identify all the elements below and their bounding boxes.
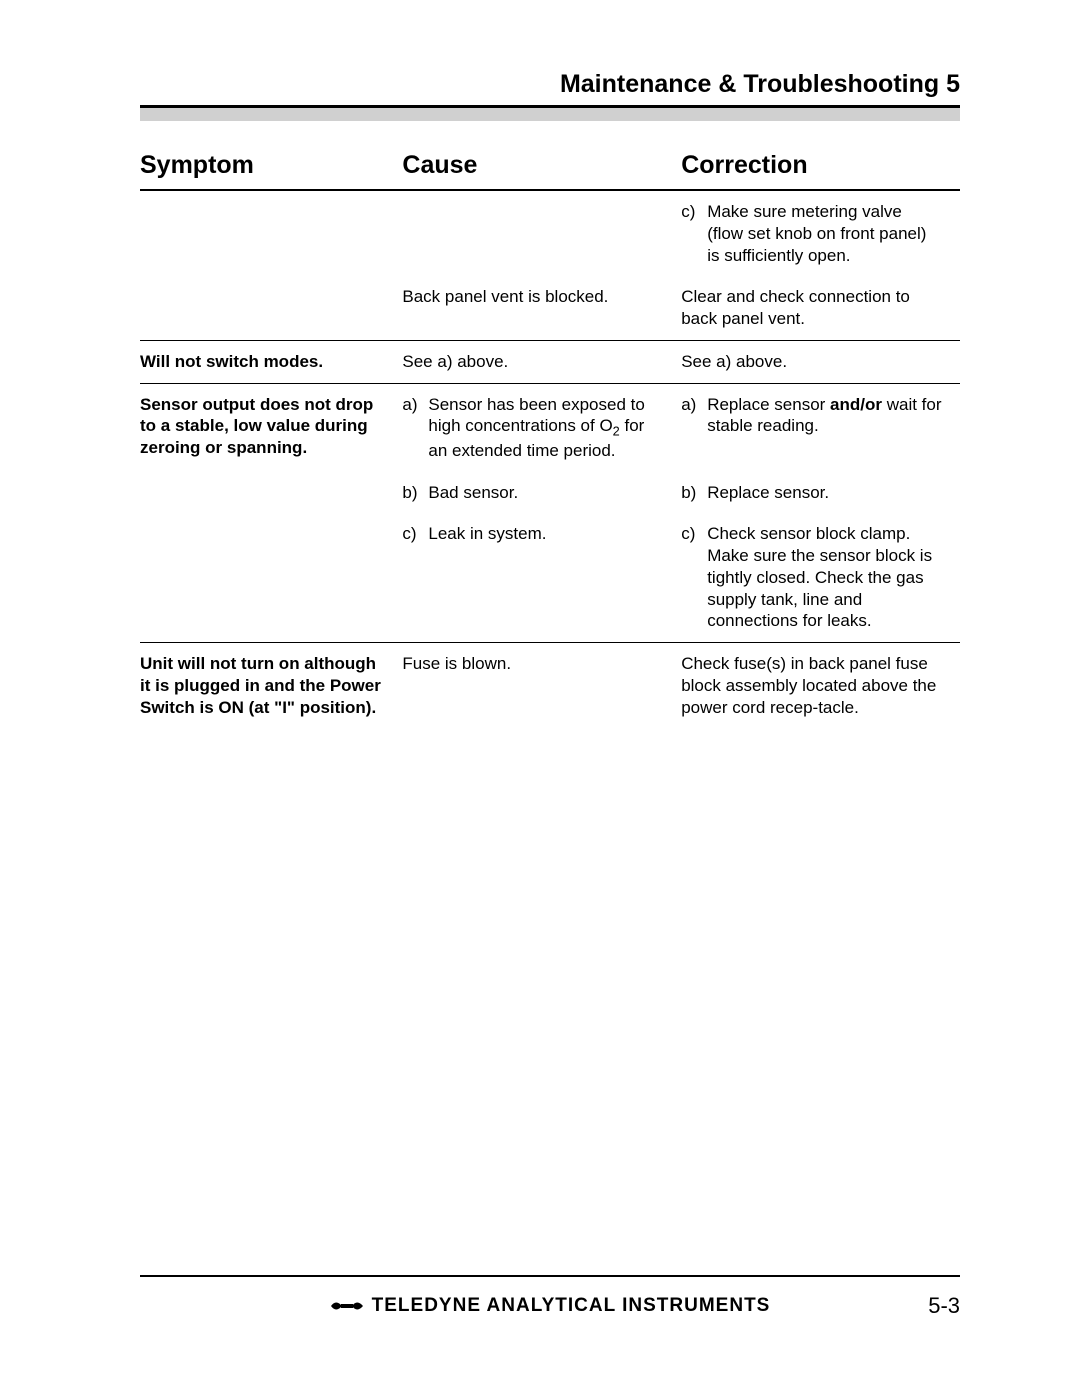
col-header-cause: Cause — [402, 149, 681, 190]
list-text: Bad sensor. — [428, 482, 663, 504]
footer-rule — [140, 1275, 960, 1277]
list-label: c) — [681, 523, 707, 632]
list-item: c) Leak in system. — [402, 523, 663, 545]
symptom-cell: Sensor output does not drop to a stable,… — [140, 383, 402, 472]
page-number: 5-3 — [928, 1293, 960, 1319]
chapter-title-rule — [140, 105, 960, 121]
list-item: c) Check sensor block clamp. Make sure t… — [681, 523, 942, 632]
table-row: Unit will not turn on although it is plu… — [140, 643, 960, 729]
list-item: b) Replace sensor. — [681, 482, 942, 504]
table-row: c) Leak in system. c) Check sensor block… — [140, 513, 960, 642]
brand-text: TELEDYNE ANALYTICAL INSTRUMENTS — [372, 1295, 771, 1317]
table-row: c) Make sure metering valve (flow set kn… — [140, 190, 960, 276]
list-label: a) — [402, 394, 428, 462]
list-text: Leak in system. — [428, 523, 663, 545]
symptom-cell: Will not switch modes. — [140, 340, 402, 383]
list-text: Replace sensor. — [707, 482, 942, 504]
chapter-title: Maintenance & Troubleshooting 5 — [140, 70, 960, 99]
list-text: Sensor has been exposed to high concentr… — [428, 394, 663, 462]
table-row: Back panel vent is blocked. Clear and ch… — [140, 276, 960, 340]
list-label: c) — [402, 523, 428, 545]
table-header-row: Symptom Cause Correction — [140, 149, 960, 190]
table-row: Sensor output does not drop to a stable,… — [140, 383, 960, 472]
page-footer: TELEDYNE ANALYTICAL INSTRUMENTS 5-3 — [140, 1295, 960, 1317]
teledyne-logo-icon — [330, 1298, 364, 1314]
list-text: Make sure metering valve (flow set knob … — [707, 201, 942, 266]
brand-label: TELEDYNE ANALYTICAL INSTRUMENTS — [330, 1295, 771, 1317]
correction-cell: See a) above. — [681, 340, 960, 383]
col-header-correction: Correction — [681, 149, 960, 190]
list-item: c) Make sure metering valve (flow set kn… — [681, 201, 942, 266]
list-label: b) — [681, 482, 707, 504]
cause-cell: See a) above. — [402, 340, 681, 383]
troubleshooting-table: Symptom Cause Correction c) Make sure me… — [140, 149, 960, 728]
symptom-cell: Unit will not turn on although it is plu… — [140, 643, 402, 729]
correction-cell: Check fuse(s) in back panel fuse block a… — [681, 643, 960, 729]
cause-cell: Fuse is blown. — [402, 643, 681, 729]
correction-cell: Clear and check connection to back panel… — [681, 276, 960, 340]
list-item: a) Sensor has been exposed to high conce… — [402, 394, 663, 462]
table-row: b) Bad sensor. b) Replace sensor. — [140, 472, 960, 514]
list-label: a) — [681, 394, 707, 438]
list-label: b) — [402, 482, 428, 504]
table-row: Will not switch modes. See a) above. See… — [140, 340, 960, 383]
list-text: Check sensor block clamp. Make sure the … — [707, 523, 942, 632]
list-item: a) Replace sensor and/or wait for stable… — [681, 394, 942, 438]
cause-cell: Back panel vent is blocked. — [402, 276, 681, 340]
list-label: c) — [681, 201, 707, 266]
list-text: Replace sensor and/or wait for stable re… — [707, 394, 942, 438]
col-header-symptom: Symptom — [140, 149, 402, 190]
list-item: b) Bad sensor. — [402, 482, 663, 504]
